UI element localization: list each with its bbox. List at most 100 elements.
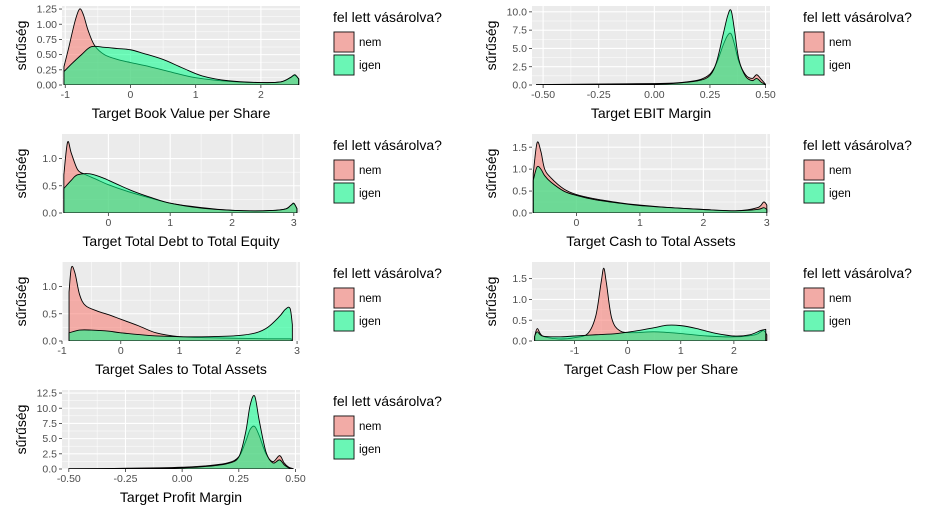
density-areas [534, 267, 768, 341]
legend: fel lett vásárolva? nem igen [333, 9, 442, 76]
y-tick-label: 0.0 [42, 336, 57, 348]
y-tick-label: 0.75 [37, 34, 58, 46]
y-axis-title: sűrűség [13, 277, 29, 327]
density-areas [68, 265, 293, 341]
density-chart-6: -1 0 1 2 0.0 0.5 1.0 1.5 Target Cash Flow per Sh… [483, 262, 912, 377]
y-tick-label: 10.0 [507, 6, 528, 18]
y-tick-label: 1.0 [42, 281, 57, 293]
y-tick-label: 0.0 [512, 208, 527, 220]
y-tick-label: 7.5 [42, 418, 57, 430]
x-axis-title: Target Total Debt to Total Equity [82, 233, 279, 249]
density-chart-4: 0 1 2 3 0.0 0.5 1.0 1.5 Target Cash to Total Ass… [483, 134, 912, 249]
x-tick-label: -0.25 [113, 473, 137, 485]
legend-label-nem: nem [829, 293, 851, 305]
x-axis-title: Target Book Value per Share [92, 105, 271, 121]
y-tick-label: 0.5 [512, 315, 527, 327]
y-axis-title: sűrűség [13, 149, 29, 199]
x-tick-label: 1 [637, 217, 643, 229]
density-areas [63, 140, 298, 213]
y-tick-label: 0.00 [37, 80, 58, 92]
legend-key-nem [803, 31, 825, 53]
density-chart-7: -0.50 -0.25 0.00 0.25 0.50 0.0 2.5 5.0 7.5 10.0 12… [13, 388, 442, 505]
density-area-igen [536, 9, 766, 85]
legend-label-igen: igen [359, 444, 381, 456]
y-axis-title: sűrűség [483, 149, 499, 199]
x-tick-label: -0.50 [57, 473, 81, 485]
x-tick-label: -0.50 [531, 89, 555, 101]
x-tick-label: -0.25 [587, 89, 611, 101]
y-tick-label: 1.00 [37, 19, 58, 31]
legend-title: fel lett vásárolva? [803, 137, 912, 153]
y-tick-label: 0.0 [512, 336, 527, 348]
y-tick-label: 1.25 [37, 4, 58, 16]
density-chart-3: 0 1 2 3 0.0 0.5 1.0 Target Total Debt to Total … [13, 134, 442, 249]
x-axis-title: Target Sales to Total Assets [95, 361, 267, 377]
x-tick-label: 0 [625, 345, 631, 357]
legend-title: fel lett vásárolva? [333, 9, 442, 25]
x-tick-label: -1 [570, 345, 579, 357]
y-tick-label: 10.0 [37, 403, 58, 415]
legend-key-igen [333, 182, 355, 204]
legend-title: fel lett vásárolva? [803, 265, 912, 281]
legend: fel lett vásárolva? nem igen [333, 393, 442, 460]
x-tick-label: 2 [700, 217, 706, 229]
x-axis-title: Target Cash Flow per Share [564, 361, 739, 377]
density-areas [536, 9, 766, 85]
y-tick-label: 0.50 [37, 49, 58, 61]
x-axis-title: Target Profit Margin [120, 489, 242, 505]
legend-key-nem [333, 31, 355, 53]
legend-label-nem: nem [829, 165, 851, 177]
y-tick-label: 2.5 [512, 61, 527, 73]
density-chart-5: -1 0 1 2 3 0.0 0.5 1.0 Target Sales to Total Ass… [13, 262, 442, 377]
x-axis-title: Target EBIT Margin [591, 105, 711, 121]
legend-key-igen [333, 438, 355, 460]
legend-title: fel lett vásárolva? [333, 137, 442, 153]
x-tick-label: 1 [678, 345, 684, 357]
legend-key-igen [803, 182, 825, 204]
x-tick-label: 1 [177, 345, 183, 357]
x-tick-label: 0 [105, 217, 111, 229]
density-area-igen [63, 173, 298, 213]
y-tick-label: 1.0 [42, 153, 57, 165]
x-tick-label: 0 [574, 217, 580, 229]
x-tick-label: 3 [291, 217, 297, 229]
density-area-igen [534, 324, 767, 341]
legend-key-nem [333, 159, 355, 181]
legend-label-nem: nem [359, 37, 381, 49]
x-tick-label: 3 [764, 217, 770, 229]
x-tick-label: 2 [229, 217, 235, 229]
y-tick-label: 0.5 [42, 180, 57, 192]
density-chart-1: -1 0 1 2 0.00 0.25 0.50 0.75 1.00 1.25 Target Book… [13, 4, 442, 121]
legend-key-igen [803, 54, 825, 76]
y-tick-label: 1.0 [512, 294, 527, 306]
y-axis-title: sűrűség [13, 21, 29, 71]
legend: fel lett vásárolva? nem igen [803, 9, 912, 76]
legend-title: fel lett vásárolva? [333, 265, 442, 281]
y-axis-title: sűrűség [483, 277, 499, 327]
y-tick-label: 0.5 [42, 308, 57, 320]
x-tick-label: 2 [235, 345, 241, 357]
density-areas [63, 8, 300, 85]
y-tick-label: 1.5 [512, 142, 527, 154]
x-tick-label: 1 [193, 89, 199, 101]
density-area-igen [532, 165, 768, 213]
y-tick-label: 0.0 [42, 208, 57, 220]
x-tick-label: 0 [128, 89, 134, 101]
y-tick-label: 0.25 [37, 64, 58, 76]
y-tick-label: 0.0 [512, 80, 527, 92]
x-tick-label: 2 [731, 345, 737, 357]
x-tick-label: 0.00 [644, 89, 665, 101]
legend-key-nem [803, 287, 825, 309]
legend-label-igen: igen [829, 316, 851, 328]
plot-panel [532, 262, 770, 341]
x-tick-label: 0.25 [229, 473, 250, 485]
legend: fel lett vásárolva? nem igen [333, 265, 442, 332]
x-tick-label: 0.50 [755, 89, 776, 101]
legend-label-nem: nem [829, 37, 851, 49]
legend-label-nem: nem [359, 165, 381, 177]
y-tick-label: 2.5 [42, 448, 57, 460]
legend-key-nem [333, 415, 355, 437]
y-tick-label: 0.0 [42, 464, 57, 476]
x-tick-label: 3 [294, 345, 300, 357]
